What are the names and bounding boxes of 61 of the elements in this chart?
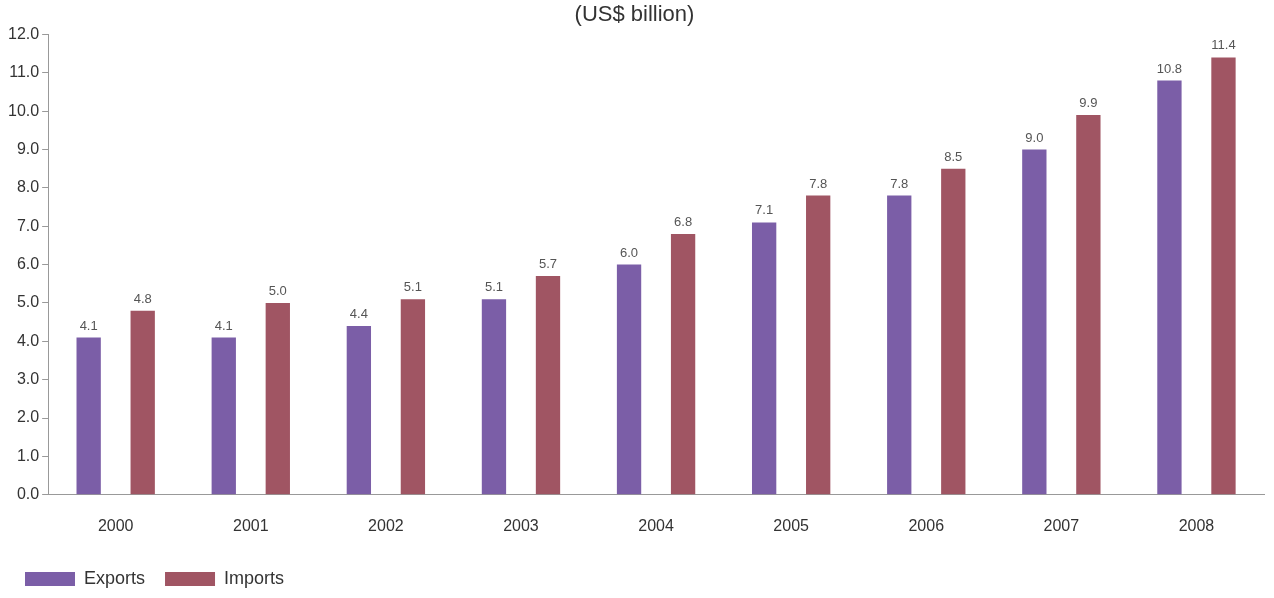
- bar: [616, 264, 642, 495]
- data-label: 9.0: [1025, 129, 1044, 145]
- y-tick-label: 11.0: [9, 63, 40, 81]
- data-label: 7.8: [809, 175, 828, 191]
- data-label: 11.4: [1211, 37, 1236, 53]
- x-tick-label: 2007: [1043, 516, 1080, 534]
- bar: [1211, 57, 1236, 495]
- y-tick-label: 12.0: [8, 24, 40, 42]
- data-label: 7.1: [755, 202, 774, 218]
- data-label: 4.8: [133, 290, 152, 306]
- bar: [1157, 80, 1182, 495]
- y-tick-label: 9.0: [16, 139, 40, 157]
- y-tick-label: 3.0: [16, 370, 40, 388]
- y-tick-label: 8.0: [16, 178, 40, 196]
- data-label: 10.8: [1156, 60, 1183, 76]
- bar: [1022, 149, 1047, 495]
- bar: [76, 337, 101, 495]
- data-label: 5.1: [403, 279, 422, 295]
- y-tick-label: 7.0: [16, 216, 40, 234]
- x-tick-label: 2008: [1178, 516, 1215, 534]
- bar: [481, 299, 507, 495]
- legend-label: Exports: [84, 567, 146, 588]
- data-label: 7.8: [890, 175, 909, 191]
- bar: [535, 276, 561, 495]
- bar: [346, 325, 372, 495]
- bar: [400, 299, 426, 495]
- data-label: 4.1: [79, 317, 98, 333]
- x-tick-label: 2001: [232, 516, 269, 534]
- y-tick-label: 5.0: [16, 293, 40, 311]
- data-label: 5.7: [538, 256, 558, 272]
- data-label: 5.0: [268, 283, 287, 299]
- x-tick-label: 2004: [638, 516, 674, 534]
- x-tick-label: 2000: [97, 516, 134, 534]
- bar: [211, 337, 236, 495]
- data-label: 8.5: [944, 148, 963, 164]
- data-label: 6.0: [620, 244, 639, 260]
- bar: [941, 168, 966, 495]
- bar: [806, 195, 831, 495]
- chart-title: (US$ billion): [574, 1, 695, 27]
- bar: [751, 222, 777, 495]
- y-tick-label: 10.0: [8, 101, 40, 119]
- x-tick-label: 2002: [368, 516, 404, 534]
- y-tick-label: 2.0: [16, 408, 40, 426]
- y-tick-label: 0.0: [16, 485, 40, 503]
- data-label: 9.9: [1079, 95, 1098, 111]
- bar: [1076, 114, 1101, 495]
- x-tick-label: 2005: [773, 516, 810, 534]
- bar: [265, 302, 290, 495]
- x-tick-label: 2003: [503, 516, 539, 534]
- data-label: 4.1: [214, 317, 233, 333]
- legend-label: Imports: [224, 567, 285, 588]
- bar: [670, 233, 696, 495]
- y-tick-label: 6.0: [16, 255, 40, 273]
- bar: [130, 310, 155, 495]
- data-label: 4.4: [349, 306, 368, 322]
- data-label: 5.1: [484, 279, 503, 295]
- y-tick-label: 1.0: [16, 446, 40, 464]
- x-tick-label: 2006: [908, 516, 945, 534]
- bar: [887, 195, 912, 495]
- data-label: 6.8: [674, 213, 693, 229]
- y-tick-label: 4.0: [16, 331, 40, 349]
